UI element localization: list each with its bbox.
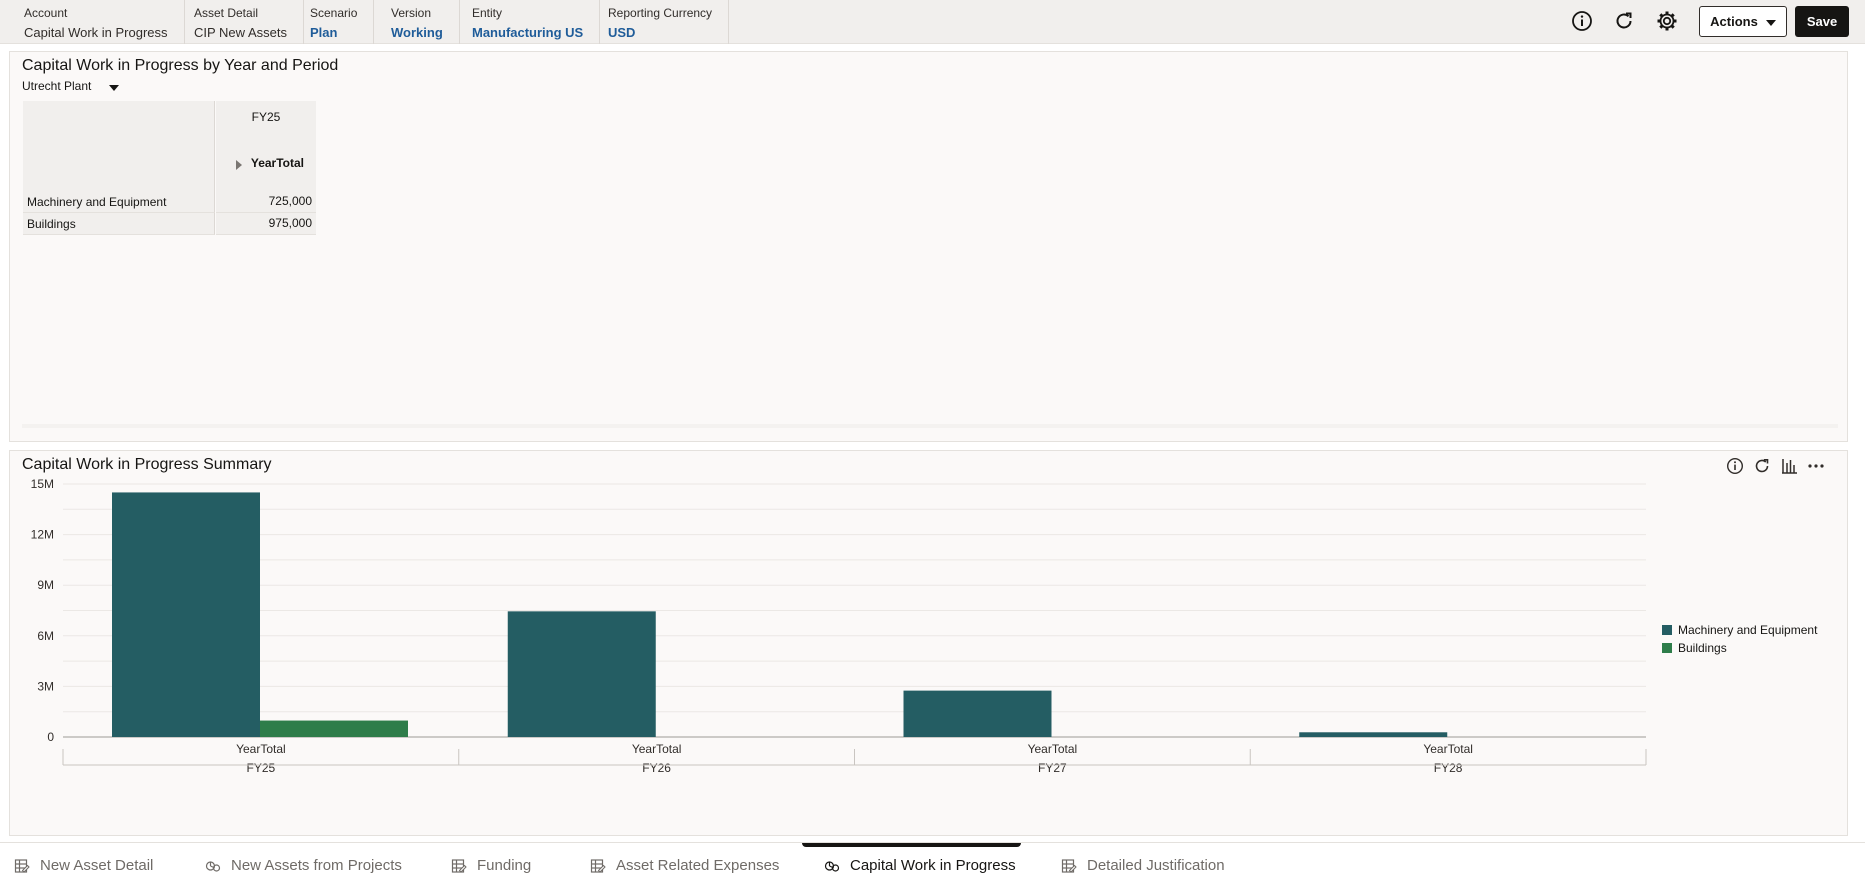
tab-label: Capital Work in Progress <box>850 857 1016 874</box>
pov-reporting-currency[interactable]: Reporting Currency USD <box>592 0 730 44</box>
bar[interactable] <box>1299 732 1448 737</box>
table-row: Buildings 975,000 <box>23 213 316 235</box>
refresh-icon[interactable] <box>1751 455 1773 477</box>
legend-item[interactable]: Machinery and Equipment <box>1662 623 1817 637</box>
chevron-down-icon <box>109 84 120 91</box>
y-tick-label: 0 <box>47 730 54 744</box>
pov-account[interactable]: Account Capital Work in Progress <box>8 0 185 44</box>
tab-funding[interactable]: Funding <box>451 843 531 887</box>
expand-icon[interactable] <box>236 160 242 170</box>
pov-value: Plan <box>310 25 338 40</box>
pov-label: Asset Detail <box>194 6 259 20</box>
tab-new-assets-from-projects[interactable]: New Assets from Projects <box>205 843 402 887</box>
grid-column-header: FY25 YearTotal <box>216 101 316 191</box>
grid-corner <box>23 101 215 191</box>
info-icon[interactable] <box>1724 455 1746 477</box>
grid-row-header: Buildings <box>23 213 215 235</box>
pov-value: Working <box>391 25 443 40</box>
dashboard-icon <box>824 858 840 874</box>
tab-bar: New Asset Detail New Assets from Project… <box>0 842 1865 887</box>
x-category-label: FY25 <box>247 761 276 775</box>
table-row: Machinery and Equipment 725,000 <box>23 191 316 213</box>
pov-asset-detail[interactable]: Asset Detail CIP New Assets <box>178 0 304 44</box>
pov-value: USD <box>608 25 636 40</box>
pov-label: Account <box>24 6 68 20</box>
chart-legend: Machinery and Equipment Buildings <box>1662 623 1817 659</box>
pov-label: Version <box>391 6 432 20</box>
form-icon <box>1061 858 1077 874</box>
x-tick-label: YearTotal <box>236 742 286 756</box>
legend-label: Machinery and Equipment <box>1678 623 1818 637</box>
tab-label: New Assets from Projects <box>231 857 402 874</box>
tab-new-asset-detail[interactable]: New Asset Detail <box>14 843 153 887</box>
bar[interactable] <box>507 611 656 737</box>
x-category-label: FY28 <box>1434 761 1463 775</box>
pov-label: Reporting Currency <box>608 6 713 20</box>
y-tick-label: 15M <box>31 477 54 491</box>
tab-detailed-justification[interactable]: Detailed Justification <box>1061 843 1225 887</box>
chart-panel-title: Capital Work in Progress Summary <box>22 456 272 473</box>
x-tick-label: YearTotal <box>1028 742 1078 756</box>
x-tick-label: YearTotal <box>632 742 682 756</box>
bar[interactable] <box>112 492 260 737</box>
tab-capital-work-in-progress[interactable]: Capital Work in Progress <box>824 843 1016 887</box>
tab-label: Funding <box>477 857 532 874</box>
pov-version[interactable]: Version Working <box>375 0 460 44</box>
legend-swatch <box>1662 643 1672 653</box>
pov-label: Scenario <box>310 6 358 20</box>
gear-icon[interactable] <box>1655 9 1679 33</box>
legend-item[interactable]: Buildings <box>1662 641 1817 655</box>
dashboard-icon <box>205 858 221 874</box>
member-select[interactable]: Utrecht Plant <box>22 79 120 93</box>
pov-value: Capital Work in Progress <box>24 25 168 40</box>
legend-label: Buildings <box>1678 641 1727 655</box>
tab-label: New Asset Detail <box>40 857 154 874</box>
bar-chart-icon[interactable] <box>1778 455 1800 477</box>
pov-entity[interactable]: Entity Manufacturing US <box>456 0 601 44</box>
refresh-icon[interactable] <box>1612 9 1636 33</box>
bar[interactable] <box>260 720 408 737</box>
pov-value: CIP New Assets <box>194 25 287 40</box>
active-tab-indicator <box>802 843 1021 847</box>
pov-bar: Account Capital Work in Progress Asset D… <box>0 0 1865 44</box>
chart-panel: Capital Work in Progress Summary 0 3M 6M 9M… <box>9 450 1848 836</box>
grid-panel: Capital Work in Progress by Year and Per… <box>9 51 1848 442</box>
member-select-value: Utrecht Plant <box>22 79 92 93</box>
x-tick-label: YearTotal <box>1423 742 1473 756</box>
save-button[interactable]: Save <box>1795 6 1849 37</box>
actions-label: Actions <box>1710 14 1758 29</box>
pov-label: Entity <box>472 6 503 20</box>
legend-swatch <box>1662 625 1672 635</box>
grid-col-year: FY25 <box>251 110 281 124</box>
more-icon[interactable] <box>1805 455 1827 477</box>
y-tick-label: 9M <box>37 578 54 592</box>
grid-col-period[interactable]: YearTotal <box>250 156 304 170</box>
tab-label: Asset Related Expenses <box>616 857 780 874</box>
grid-row-header: Machinery and Equipment <box>23 191 215 213</box>
grid-panel-title: Capital Work in Progress by Year and Per… <box>22 57 339 74</box>
tab-label: Detailed Justification <box>1087 857 1225 874</box>
horizontal-scrollbar[interactable] <box>22 424 1838 428</box>
form-icon <box>14 858 30 874</box>
y-tick-label: 12M <box>31 528 54 542</box>
actions-button[interactable]: Actions <box>1699 6 1787 37</box>
grid-cell[interactable]: 725,000 <box>216 191 316 213</box>
pov-scenario[interactable]: Scenario Plan <box>294 0 375 44</box>
x-category-label: FY26 <box>642 761 671 775</box>
bar-chart: 0 3M 6M 9M 12M 15M YearTotal FY25 YearTotal FY26 Y… <box>31 477 1647 775</box>
grid-cell[interactable]: 975,000 <box>216 213 316 235</box>
pov-value: Manufacturing US <box>472 25 584 40</box>
info-icon[interactable] <box>1570 9 1594 33</box>
form-icon <box>451 858 467 874</box>
bar[interactable] <box>903 690 1052 737</box>
form-icon <box>590 858 606 874</box>
y-tick-label: 6M <box>37 629 54 643</box>
tab-asset-related-expenses[interactable]: Asset Related Expenses <box>590 843 779 887</box>
y-tick-label: 3M <box>37 679 54 693</box>
chevron-down-icon <box>1765 19 1776 26</box>
x-category-label: FY27 <box>1038 761 1067 775</box>
